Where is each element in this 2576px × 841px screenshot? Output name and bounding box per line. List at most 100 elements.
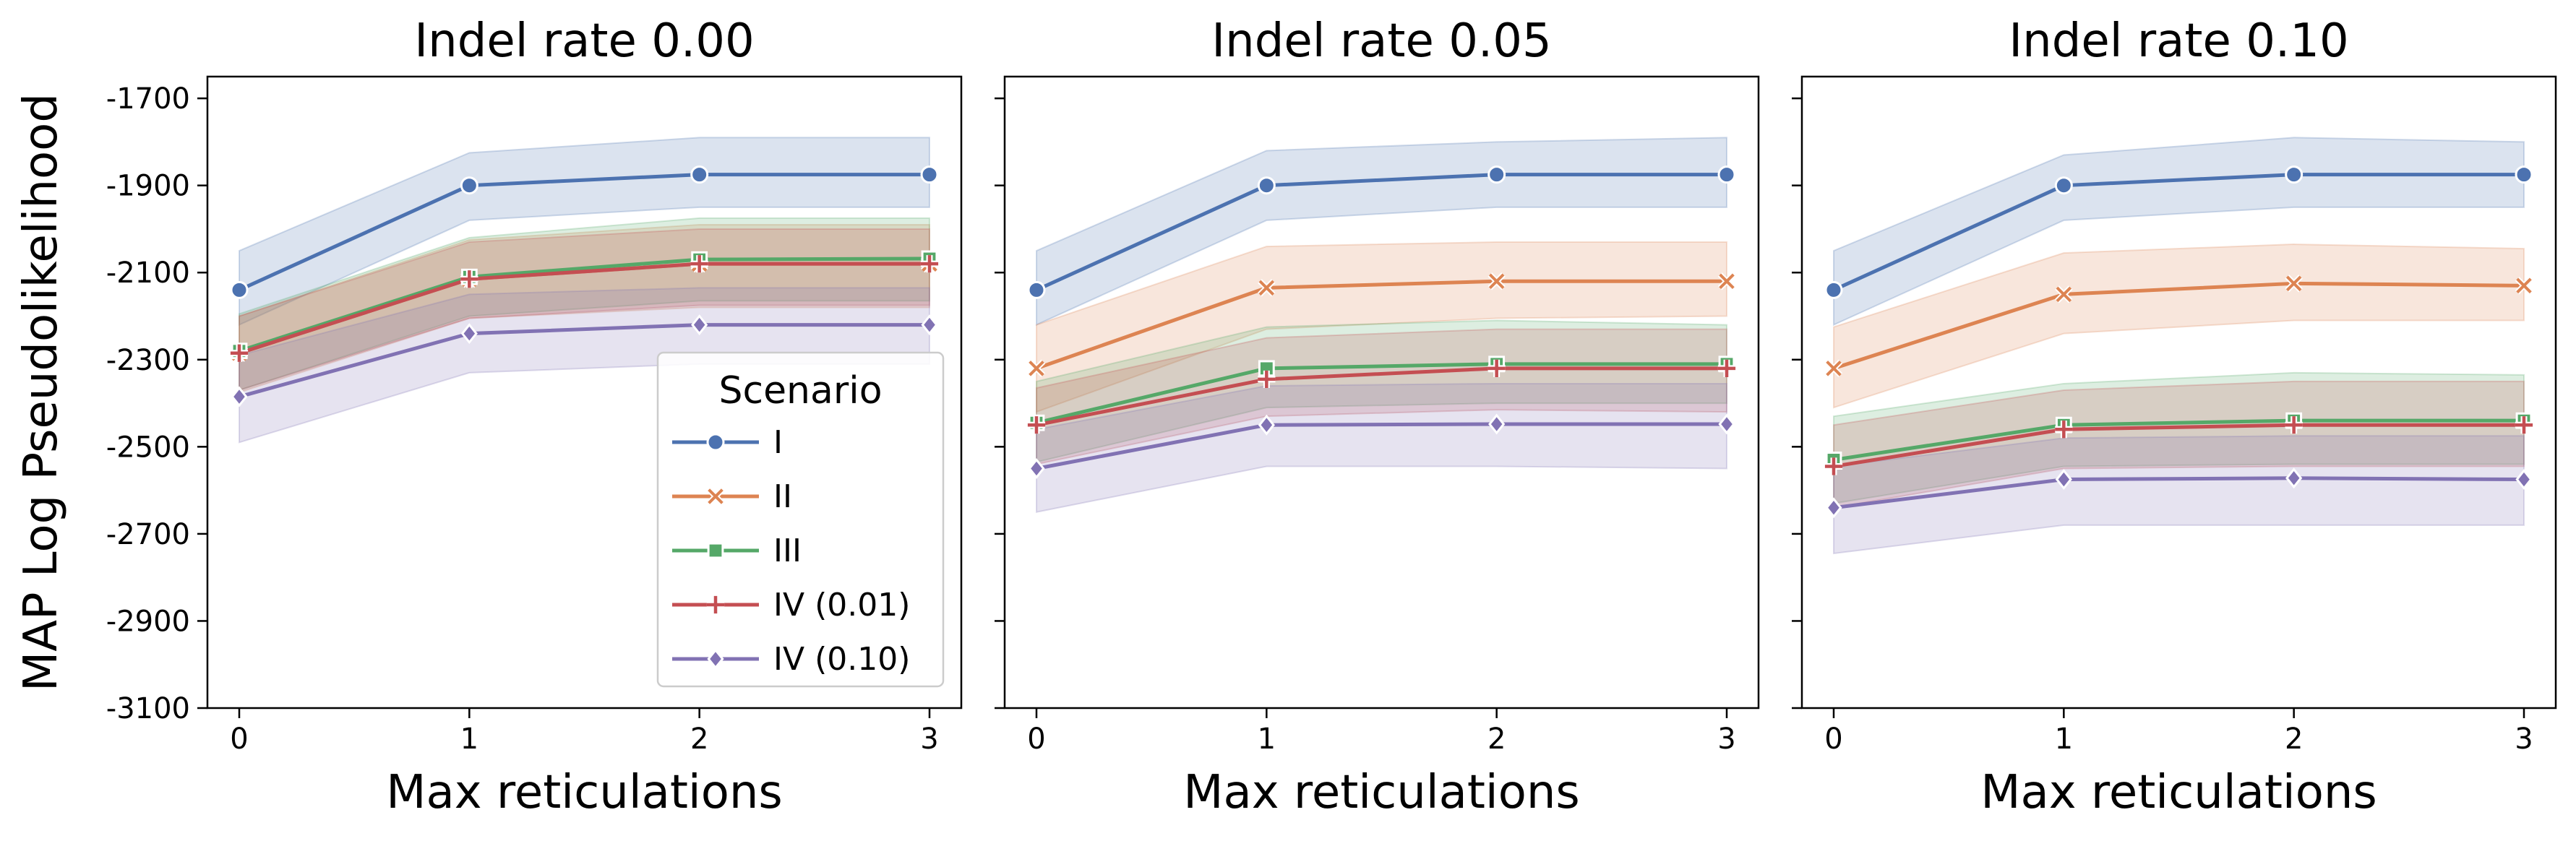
panel-1-point-iv-0-10-2 (691, 314, 708, 336)
panel-2-point-i-0 (1027, 280, 1046, 299)
legend-label-i: I (773, 424, 783, 461)
panel-3-xtick-label-2: 2 (2285, 723, 2303, 756)
panel-3-line-iv-0-10 (1833, 476, 2525, 510)
panel-3-line-iv-0-01 (1833, 423, 2524, 468)
legend-marker-iii (707, 542, 724, 559)
panel-3-xtick-label-3: 3 (2515, 723, 2533, 756)
panel-3-point-i-0 (1824, 280, 1843, 299)
panel-2-point-ii-1 (1258, 279, 1276, 297)
panel-1-point-i-2 (690, 165, 709, 184)
panel-3-point-ii-3 (2515, 277, 2533, 295)
y-axis-label: MAP Log Pseudolikelihood (14, 93, 68, 691)
panel-2-point-iv-0-10-2 (1488, 413, 1506, 435)
panel-1-point-i-0 (230, 280, 249, 299)
panel-1-point-iv-0-01-1 (460, 270, 478, 288)
panel-3-point-iv-0-01-0 (1824, 457, 1843, 475)
panel-3-xtick-label-0: 0 (1824, 723, 1842, 756)
panel-1-line-iv-0-01 (239, 262, 929, 355)
legend-marker-i (706, 433, 725, 452)
panel-3-title: Indel rate 0.10 (2009, 14, 2348, 68)
panel-3-xlabel: Max reticulations (1980, 766, 2377, 819)
ytick-label-3: -2300 (106, 344, 190, 377)
panel-2-band-i (1036, 137, 1727, 327)
ytick-label-2: -2100 (106, 256, 190, 290)
panel-2-point-ii-3 (1717, 272, 1736, 290)
panel-3-band-i (1833, 137, 2525, 327)
panel-2-line-iii (1036, 362, 1727, 425)
panel-3-point-iv-0-10-0 (1825, 497, 1842, 519)
panel-1-point-iv-0-10-1 (460, 323, 478, 345)
panel-3-point-iv-0-10-2 (2285, 467, 2303, 489)
panel-3-frame (1800, 75, 2557, 710)
panel-3-line-i (1832, 173, 2524, 292)
panel-2-line-ii (1036, 279, 1727, 371)
panel-1-xtick-label-0: 0 (230, 723, 248, 756)
panel-1-title: Indel rate 0.00 (414, 14, 754, 68)
panel-1-xlabel: Max reticulations (386, 766, 783, 819)
panel-3-point-iv-0-10-1 (2055, 469, 2072, 491)
legend-marker-iv-0-10 (707, 648, 724, 670)
panel-2-xtick-label-0: 0 (1027, 723, 1045, 756)
panel-3-point-i-3 (2515, 165, 2533, 184)
panel-2-band-ii (1036, 241, 1727, 413)
panel-1-xtick-label-1: 1 (460, 723, 478, 756)
panel-3-point-ii-2 (2285, 275, 2303, 293)
panel-2-line-iv-0-10 (1036, 422, 1727, 470)
panel-3-point-ii-0 (1824, 359, 1843, 378)
panel-2-point-i-1 (1257, 176, 1276, 195)
panel-2-point-iv-0-01-1 (1258, 370, 1276, 389)
panel-2-point-iv-0-01-0 (1027, 416, 1046, 434)
panel-2-xtick-label-3: 3 (1717, 723, 1735, 756)
panel-2-band-iv-0-10 (1036, 382, 1727, 513)
panel-3-point-iv-0-01-2 (2285, 416, 2303, 434)
panel-3-band-iii (1833, 371, 2525, 504)
panel-3-point-iv-0-10-3 (2515, 469, 2533, 491)
panel-1-point-iv-0-01-3 (920, 255, 939, 273)
ytick-label-6: -2900 (106, 605, 190, 638)
legend-label-iv-0-10: IV (0.10) (773, 641, 910, 678)
panel-2-line-iv-0-01 (1036, 366, 1727, 427)
panel-2-xtick-label-2: 2 (1487, 723, 1506, 756)
panel-2-title: Indel rate 0.05 (1211, 14, 1551, 68)
panel-1-line-iii (239, 256, 930, 353)
panel-3-line-ii (1833, 281, 2525, 371)
ytick-label-5: -2700 (106, 518, 190, 551)
panel-3-band-iv-0-10 (1833, 435, 2525, 555)
panel-1-line-i (238, 173, 929, 292)
panel-1-point-i-1 (460, 176, 478, 195)
panel-2-point-ii-0 (1027, 359, 1046, 378)
panel-2-xlabel: Max reticulations (1183, 766, 1580, 819)
panel-1-point-iv-0-01-2 (690, 255, 708, 273)
legend-marker-ii (706, 487, 725, 506)
panel-1-xtick-label-2: 2 (690, 723, 708, 756)
panel-3-point-iv-0-01-3 (2515, 416, 2533, 434)
panel-3-point-i-2 (2285, 165, 2304, 184)
panel-1-band-i (239, 137, 930, 327)
legend-marker-iv-0-01 (706, 595, 725, 614)
panel-2-point-iv-0-10-0 (1028, 457, 1045, 479)
panel-3-point-i-1 (2054, 176, 2073, 195)
legend-label-iv-0-01: IV (0.01) (773, 587, 910, 624)
panel-1-xtick-label-3: 3 (920, 723, 938, 756)
legend-label-iii: III (773, 532, 802, 569)
panel-1-point-iv-0-10-3 (921, 314, 938, 336)
ytick-label-7: -3100 (106, 692, 190, 725)
panel-1-band-ii (239, 223, 930, 394)
panel-2-point-i-2 (1487, 165, 1506, 184)
panel-3-point-ii-1 (2055, 285, 2073, 303)
panel-2-frame (1003, 75, 1760, 710)
panel-1-point-i-3 (920, 165, 939, 184)
panel-2-band-iii (1036, 319, 1727, 463)
panel-3-point-iv-0-01-1 (2055, 420, 2073, 439)
panel-2-point-iv-0-10-3 (1718, 413, 1735, 435)
ytick-label-0: -1700 (106, 82, 190, 116)
panel-1-point-iv-0-10-0 (231, 386, 248, 407)
ytick-label-4: -2500 (106, 431, 190, 464)
panel-3-line-iii (1833, 418, 2524, 462)
ytick-label-1: -1900 (106, 170, 190, 203)
panel-3-band-iv-0-01 (1833, 380, 2525, 509)
panel-2-xtick-label-1: 1 (1258, 723, 1276, 756)
panel-1-line-iv-0-10 (239, 323, 929, 399)
panel-2-point-iv-0-10-1 (1258, 414, 1275, 436)
